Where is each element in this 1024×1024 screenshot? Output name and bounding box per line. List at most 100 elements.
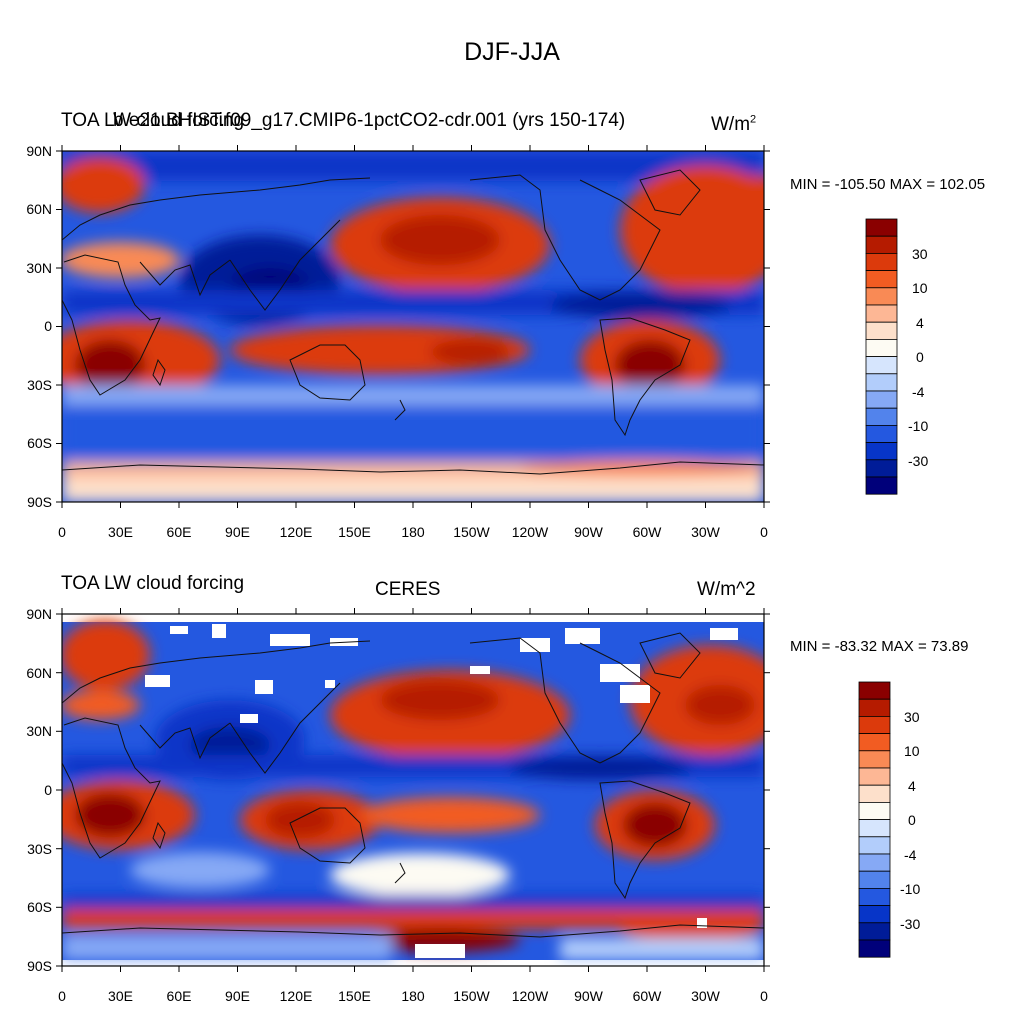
colorbar-label: 0 [908,812,916,828]
lat-label: 90N [26,143,52,159]
panel1-colorbar [865,218,898,495]
lon-label: 120E [279,524,313,540]
colorbar-box [865,424,898,443]
lat-label: 30S [27,841,52,857]
panel1-map [62,151,764,502]
lon-label: 60E [166,988,192,1004]
colorbar-label: -10 [908,418,929,434]
colorbar-label: 30 [904,709,920,725]
colorbar-label: 10 [912,280,928,296]
panel2-center-label: CERES [375,579,441,600]
panel2-map [62,614,764,966]
lat-label: 90S [27,494,52,510]
lon-label: 150W [453,524,490,540]
lat-label: 60N [26,201,52,217]
colorbar-label: 10 [904,743,920,759]
colorbar-label: -4 [912,384,925,400]
colorbar-box [865,390,898,409]
figure-title: DJF-JJA [464,38,560,66]
colorbar-box [865,252,898,271]
colorbar-box [858,733,891,752]
colorbar-box [858,802,891,821]
lon-label: 150E [338,988,371,1004]
lon-label: 150E [338,524,371,540]
colorbar-label: -30 [900,916,921,932]
lon-label: 30W [691,524,720,540]
lon-label: 180 [401,524,425,540]
colorbar-box [865,287,898,306]
lat-label: 60N [26,665,52,681]
lon-label: 90W [574,524,603,540]
colorbar-box [858,905,891,924]
colorbar-box [865,235,898,254]
colorbar-box [858,819,891,838]
colorbar-label: -4 [904,847,917,863]
lat-label: 30S [27,377,52,393]
colorbar-box [858,716,891,735]
colorbar-box [865,459,898,478]
panel2-coastlines [62,632,764,938]
lat-label: 0 [44,318,52,334]
colorbar-label: -30 [908,453,929,469]
lat-label: 90S [27,958,52,974]
colorbar-box [858,888,891,907]
colorbar-box [865,407,898,426]
colorbar-box [858,853,891,872]
lon-label: 120W [511,988,549,1004]
lon-label: 120E [279,988,313,1004]
colorbar-box [858,922,891,941]
lon-label: 180 [401,988,425,1004]
lon-label: 120W [511,524,549,540]
lat-label: 30N [26,260,52,276]
lon-label: 0 [760,524,768,540]
lon-label: 30E [108,988,133,1004]
colorbar-label: 0 [916,349,924,365]
lon-label: 0 [58,524,66,540]
lon-label: 90W [574,988,603,1004]
panel1-min-max: MIN = -105.50 MAX = 102.05 [790,176,986,193]
lon-label: 0 [58,988,66,1004]
colorbar-box [865,321,898,340]
colorbar-box [865,476,898,495]
lat-label: 30N [26,723,52,739]
panel1-ticks [56,145,770,508]
lon-label: 60W [632,988,662,1004]
lat-label: 0 [44,782,52,798]
colorbar-box [858,681,891,700]
lat-label: 60S [27,899,52,915]
lat-label: 90N [26,606,52,622]
panel2-colorbar [858,681,891,958]
colorbar-box [865,218,898,237]
lon-label: 150W [453,988,490,1004]
panel1-center-label: b.e21.BHIST.f09_g17.CMIP6-1pctCO2-cdr.00… [113,110,626,131]
colorbar-box [865,356,898,375]
lon-label: 60E [166,524,192,540]
colorbar-label: 4 [916,315,924,331]
lat-label: 60S [27,435,52,451]
colorbar-box [858,870,891,889]
colorbar-box [858,750,891,769]
colorbar-box [865,304,898,323]
colorbar-box [858,784,891,803]
panel1-coastlines [62,169,764,475]
lon-label: 30W [691,988,720,1004]
lon-label: 90E [225,524,250,540]
colorbar-label: 30 [912,246,928,262]
colorbar-box [865,338,898,357]
lon-label: 0 [760,988,768,1004]
panel1-left-label: TOA LW cloud forcing [61,110,245,131]
colorbar-box [858,939,891,958]
lon-label: 60W [632,524,662,540]
colorbar-box [858,698,891,717]
lon-label: 90E [225,988,250,1004]
colorbar-box [865,442,898,461]
colorbar-label: 4 [908,778,916,794]
lon-label: 30E [108,524,133,540]
colorbar-box [858,767,891,786]
colorbar-label: -10 [900,881,921,897]
colorbar-box [865,270,898,289]
panel2-min-max: MIN = -83.32 MAX = 73.89 [790,638,969,655]
colorbar-box [858,836,891,855]
panel2-units: W/m^2 [697,579,756,600]
